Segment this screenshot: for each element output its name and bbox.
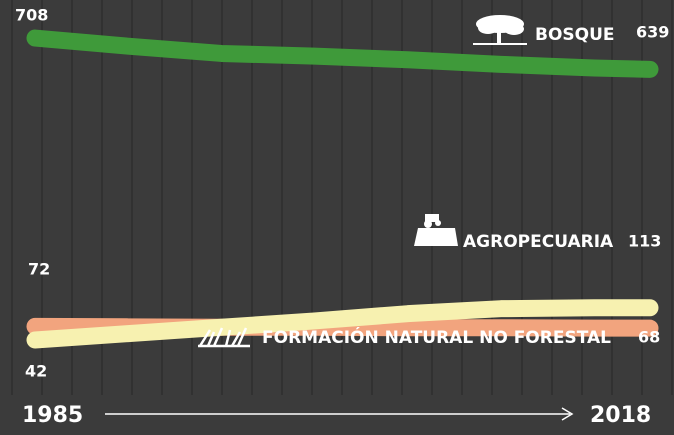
end-value: 113 [628, 232, 661, 251]
arrow-head [561, 407, 574, 421]
series-line [26, 29, 659, 78]
start-value: 72 [28, 260, 50, 279]
series-label: AGROPECUARIA [463, 232, 614, 252]
series-label: BOSQUE [535, 25, 615, 45]
series-line [26, 299, 659, 349]
x-tick-label: 2018 [590, 403, 651, 428]
series-label: FORMACIÓN NATURAL NO FORESTAL [262, 326, 611, 348]
start-value: 42 [25, 362, 47, 381]
end-value: 68 [638, 328, 660, 347]
tree-icon [473, 15, 527, 45]
start-value: 708 [15, 6, 48, 25]
x-tick-label: 1985 [22, 403, 83, 428]
tractor-icon [414, 214, 458, 246]
grass-icon [198, 327, 250, 348]
end-value: 639 [636, 23, 669, 42]
plot [26, 29, 659, 349]
